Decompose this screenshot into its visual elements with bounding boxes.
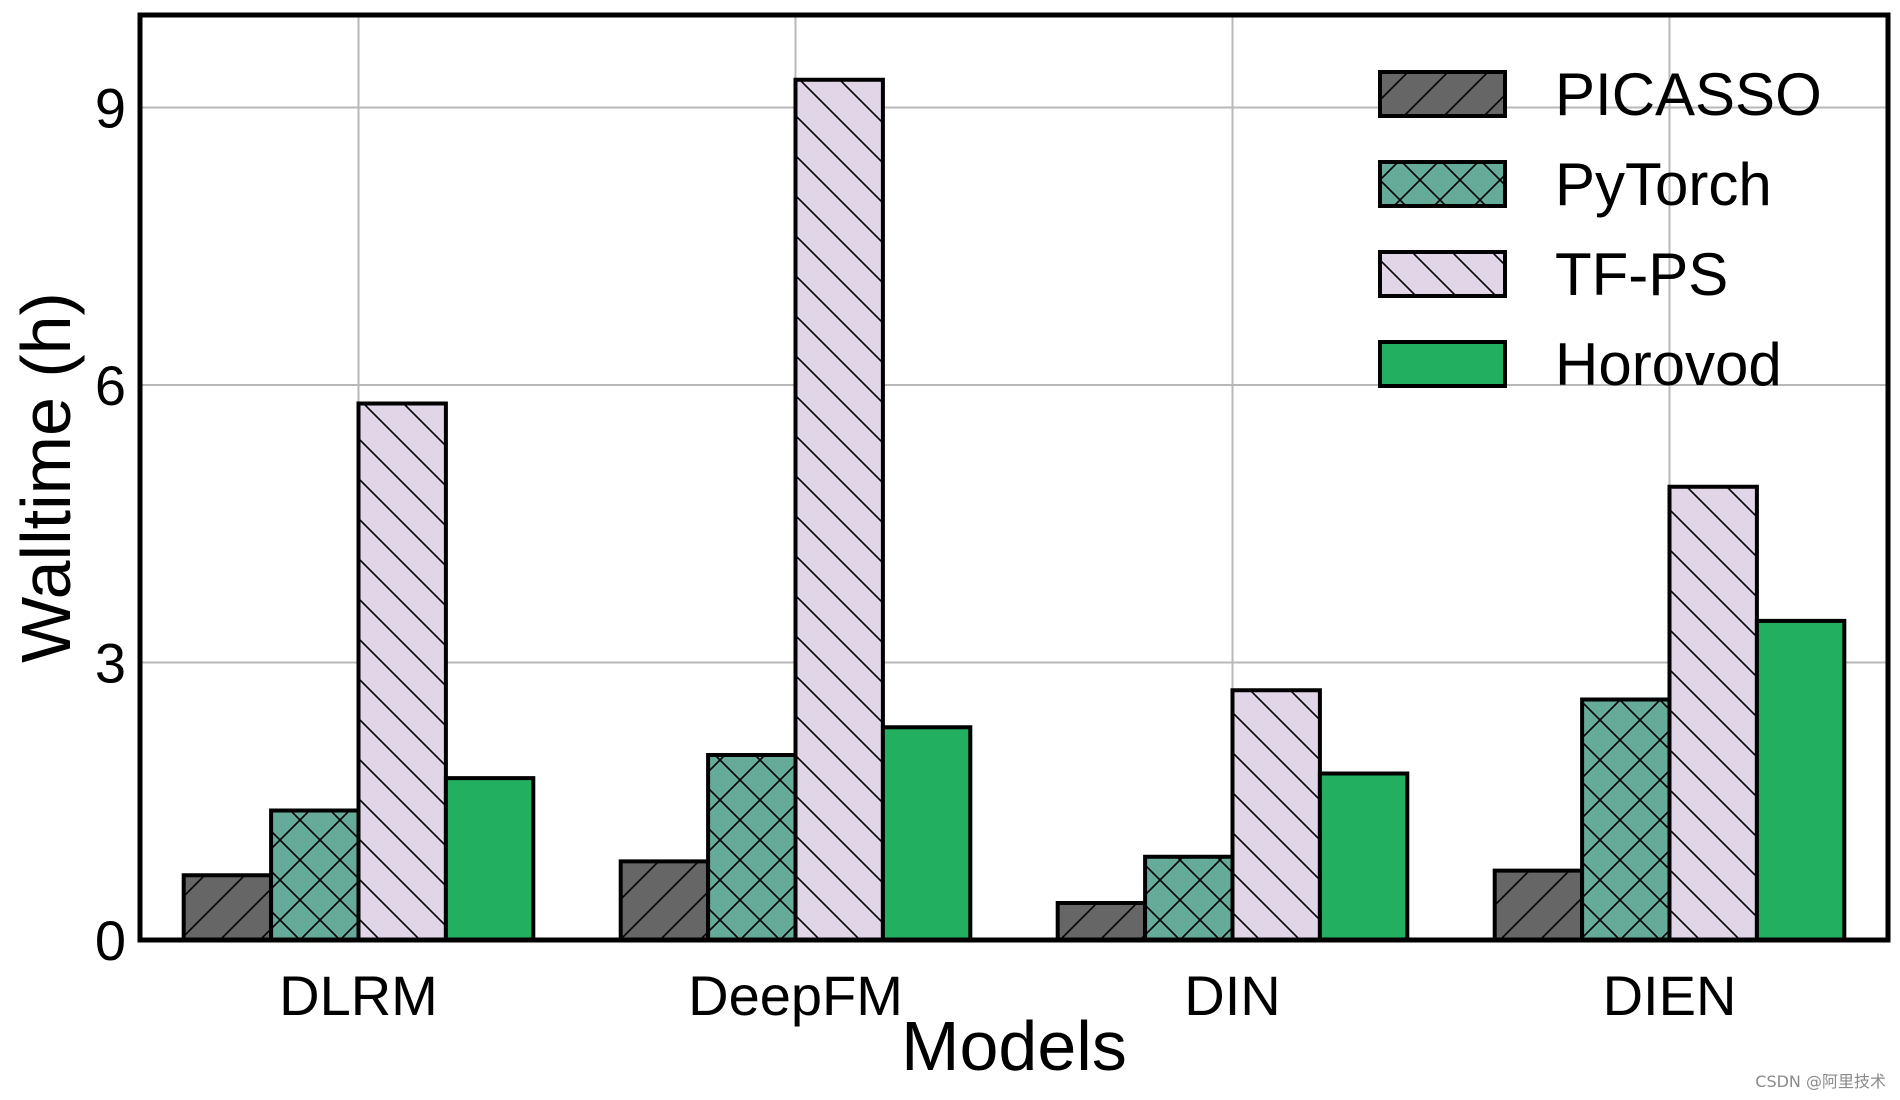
- bar-hatch: [358, 403, 446, 940]
- bar-hatch: [1057, 903, 1146, 940]
- x-tick-labels: DLRM DeepFM DIN DIEN: [279, 964, 1736, 1027]
- legend-swatch-outline: [1378, 160, 1507, 208]
- y-axis-title: Walltime (h): [7, 292, 85, 663]
- bar-hatch: [620, 861, 709, 940]
- watermark: CSDN @阿里技术: [1755, 1072, 1886, 1091]
- bar-hatch: [271, 810, 359, 940]
- bar-horovod-dlrm: [445, 778, 534, 940]
- bar-hatch: [1494, 870, 1583, 940]
- legend: PICASSO PyTorch TF-PS Horovod: [1378, 61, 1822, 398]
- legend-label: PICASSO: [1555, 61, 1822, 128]
- x-axis-title: Models: [901, 1007, 1127, 1085]
- legend-swatch-outline: [1378, 70, 1507, 118]
- x-tick-label: DIEN: [1603, 964, 1737, 1027]
- bar-hatch: [708, 755, 796, 940]
- x-tick-label: DIN: [1184, 964, 1280, 1027]
- y-tick-label: 6: [95, 354, 126, 417]
- bar-hatch: [1232, 690, 1320, 940]
- bar-hatch: [795, 79, 883, 940]
- bar-hatch: [1582, 699, 1670, 940]
- legend-label: Horovod: [1555, 331, 1782, 398]
- bar-horovod-din: [1319, 773, 1408, 940]
- legend-swatch-hatch: [1380, 162, 1505, 206]
- bar-hatch: [1669, 486, 1757, 940]
- x-tick-label: DLRM: [279, 964, 438, 1027]
- legend-label: PyTorch: [1555, 151, 1772, 218]
- y-tick-label: 9: [95, 77, 126, 140]
- legend-label: TF-PS: [1555, 241, 1728, 308]
- legend-swatch-outline: [1378, 250, 1507, 298]
- legend-swatch-hatch: [1380, 252, 1505, 296]
- bar-hatch: [183, 875, 272, 940]
- y-tick-labels: 0 3 6 9: [95, 77, 126, 973]
- bar-hatch: [1145, 856, 1233, 940]
- x-tick-label: DeepFM: [688, 964, 903, 1027]
- y-tick-label: 0: [95, 909, 126, 972]
- legend-swatch-outline: [1378, 340, 1507, 388]
- bars-group: [181, 77, 1847, 942]
- legend-swatch-horovod: [1380, 342, 1505, 386]
- legend-swatch-hatch: [1380, 72, 1505, 116]
- plot-frame: [137, 12, 1891, 943]
- y-tick-label: 3: [95, 632, 126, 695]
- bar-horovod-deepfm: [882, 727, 971, 940]
- bar-horovod-dien: [1756, 620, 1845, 940]
